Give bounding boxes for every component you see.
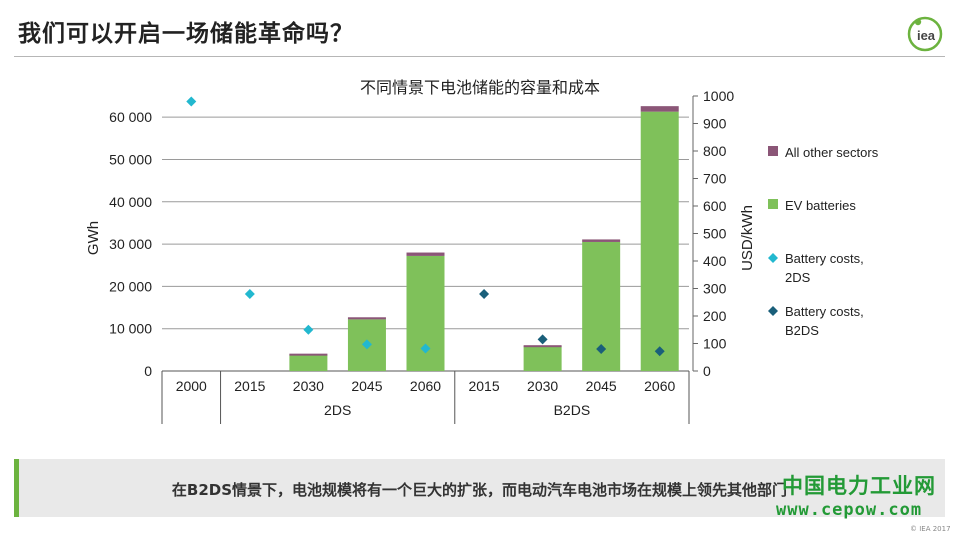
- x-tick-label: 2030: [527, 378, 558, 394]
- x-tick-label: 2030: [293, 378, 324, 394]
- group-label: B2DS: [554, 402, 591, 418]
- header-divider: [14, 56, 945, 57]
- legend-label: Battery costs,: [785, 251, 864, 266]
- x-tick-label: 2045: [351, 378, 382, 394]
- slide-title: 我们可以开启一场储能革命吗？: [18, 21, 354, 47]
- bar-all-other-sectors: [347, 317, 386, 320]
- bar-all-other-sectors: [640, 106, 679, 112]
- point-battery-cost-2ds: [186, 96, 197, 107]
- bar-ev-batteries: [289, 354, 328, 371]
- y-tick-label: 60 000: [109, 109, 152, 125]
- y2-tick-label: 900: [703, 116, 727, 132]
- y-axis-title: GWh: [85, 221, 102, 255]
- x-tick-label: 2060: [410, 378, 441, 394]
- y2-axis-title: USD/kWh: [739, 205, 756, 271]
- y-tick-label: 10 000: [109, 321, 152, 337]
- bar-ev-batteries: [406, 255, 445, 371]
- watermark-cn: 中国电力工业网: [782, 474, 936, 498]
- legend-swatch: [768, 146, 778, 156]
- group-label: 2DS: [324, 402, 351, 418]
- y-tick-label: 30 000: [109, 236, 152, 252]
- watermark-url: www.cepow.com: [776, 500, 923, 520]
- point-battery-cost-2ds: [361, 339, 372, 350]
- y-tick-label: 40 000: [109, 194, 152, 210]
- bar-all-other-sectors: [582, 239, 621, 242]
- legend-swatch: [768, 253, 778, 263]
- y2-tick-label: 100: [703, 336, 727, 352]
- y2-tick-label: 500: [703, 226, 727, 242]
- bar-ev-batteries: [523, 346, 562, 371]
- point-battery-cost-2ds: [244, 289, 255, 299]
- bar-all-other-sectors: [289, 353, 328, 356]
- point-battery-cost-b2ds: [537, 334, 548, 345]
- point-battery-cost-2ds: [420, 343, 431, 354]
- legend-label: All other sectors: [785, 145, 879, 160]
- y2-tick-label: 1000: [703, 88, 734, 104]
- bar-all-other-sectors: [523, 345, 562, 348]
- y2-tick-label: 0: [703, 363, 711, 379]
- y2-tick-label: 200: [703, 308, 727, 324]
- y-tick-label: 50 000: [109, 151, 152, 167]
- y2-tick-label: 700: [703, 171, 727, 187]
- bar-all-other-sectors: [406, 252, 445, 256]
- iea-logo-icon: iea: [907, 16, 943, 52]
- y-tick-label: 20 000: [109, 278, 152, 294]
- x-tick-label: 2015: [468, 378, 499, 394]
- y-tick-label: 0: [144, 363, 152, 379]
- legend-label: Battery costs,: [785, 304, 864, 319]
- conclusion-banner: 在B2DS情景下，电池规模将有一个巨大的扩张，而电动汽车电池市场在规模上领先其他…: [14, 459, 945, 517]
- bar-ev-batteries: [640, 111, 679, 372]
- y2-tick-label: 300: [703, 281, 727, 297]
- point-battery-cost-b2ds: [596, 344, 607, 354]
- y2-tick-label: 600: [703, 198, 727, 214]
- copyright: © IEA 2017: [910, 525, 951, 533]
- y2-tick-label: 800: [703, 143, 727, 159]
- point-battery-cost-2ds: [303, 324, 314, 335]
- legend-label: EV batteries: [785, 198, 856, 213]
- chart-canvas: 0 10 000 20 000 30 000 40 000 50 000 60 000 0 10…: [85, 88, 879, 424]
- point-battery-cost-b2ds: [654, 346, 665, 357]
- banner-text: 在B2DS情景下，电池规模将有一个巨大的扩张，而电动汽车电池市场在规模上领先其他…: [171, 481, 788, 499]
- banner-accent-bar: [14, 459, 19, 517]
- x-tick-label: 2015: [234, 378, 265, 394]
- chart-title: 不同情景下电池储能的容量和成本: [359, 78, 600, 97]
- legend-swatch: [768, 306, 778, 316]
- x-tick-label: 2045: [586, 378, 617, 394]
- y2-tick-label: 400: [703, 253, 727, 269]
- x-tick-label: 2060: [644, 378, 675, 394]
- legend-label: B2DS: [785, 323, 819, 338]
- legend-label: 2DS: [785, 270, 811, 285]
- logo-text: iea: [917, 28, 936, 43]
- x-tick-label: 2000: [176, 378, 207, 394]
- point-battery-cost-b2ds: [479, 289, 490, 299]
- legend-swatch: [768, 199, 778, 209]
